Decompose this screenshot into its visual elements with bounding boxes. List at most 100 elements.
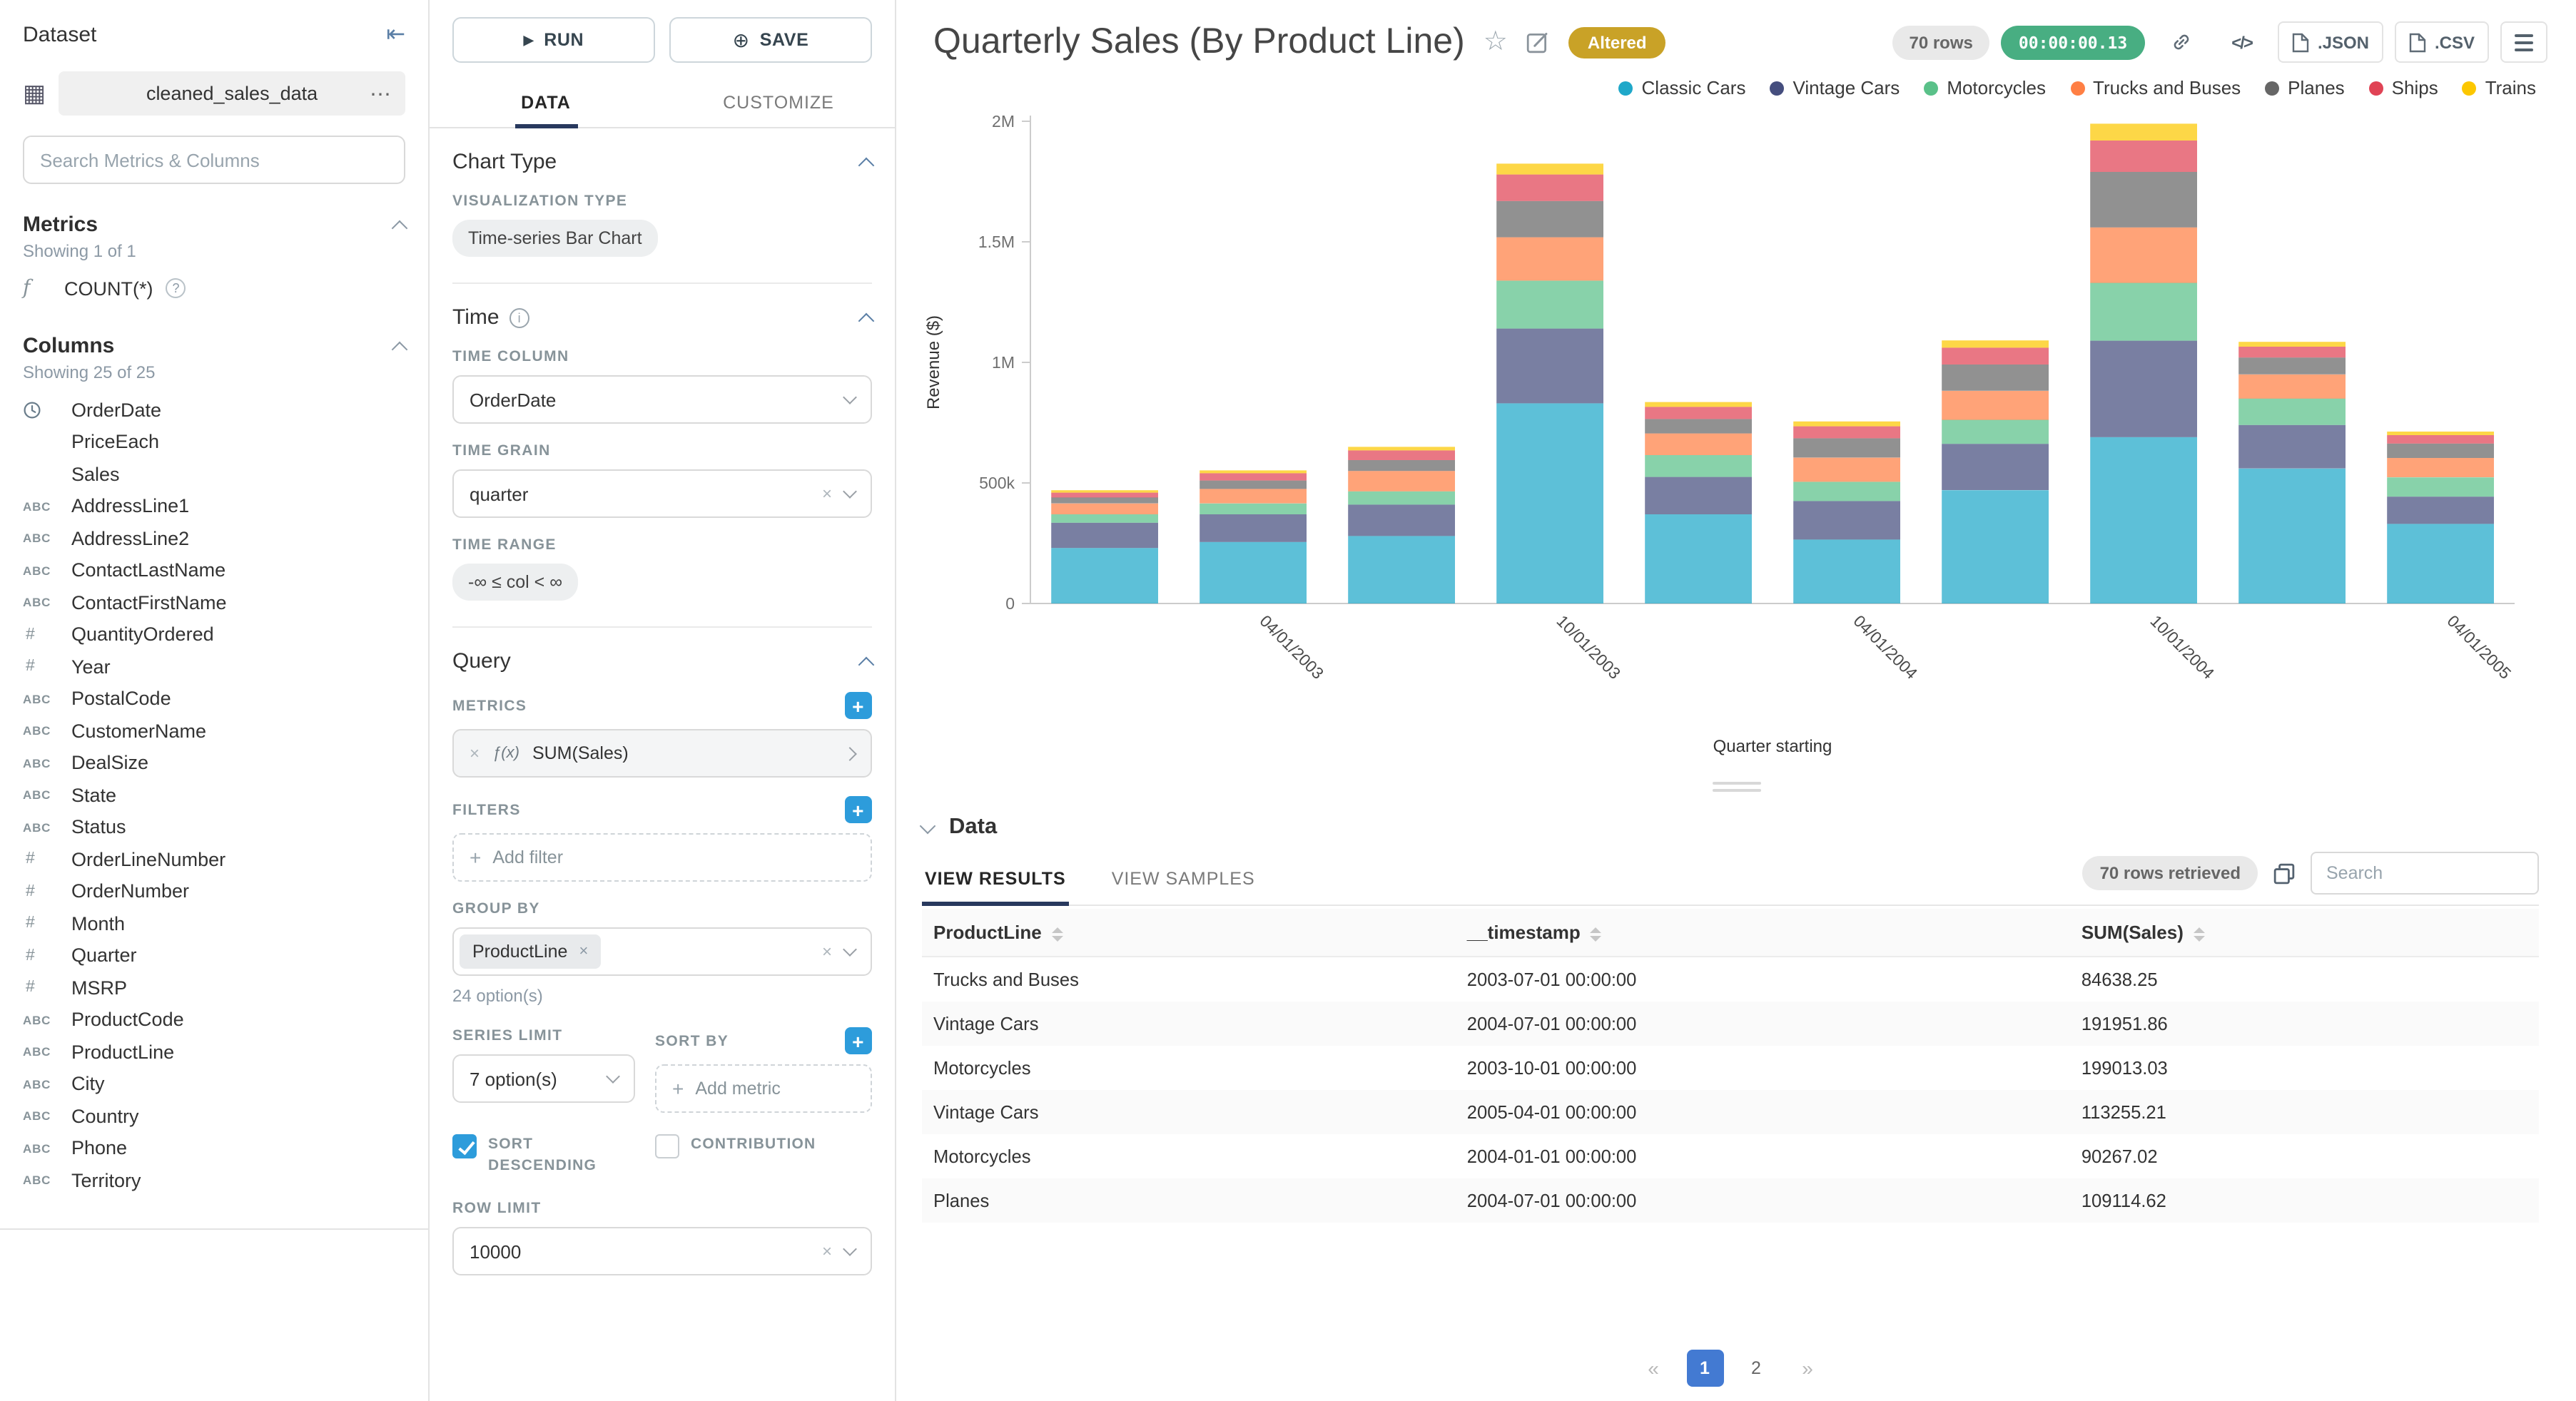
column-item[interactable]: ABC Territory bbox=[23, 1164, 405, 1196]
chevron-up-icon[interactable] bbox=[858, 156, 875, 173]
chevron-right-icon[interactable] bbox=[843, 746, 857, 760]
tab-data[interactable]: DATA bbox=[430, 77, 662, 127]
dataset-options-icon[interactable]: ⋯ bbox=[370, 82, 392, 106]
clear-icon[interactable]: × bbox=[821, 484, 832, 504]
prev-page-button[interactable]: « bbox=[1648, 1357, 1659, 1380]
remove-icon[interactable]: × bbox=[579, 943, 589, 960]
run-button[interactable]: ▶ RUN bbox=[452, 17, 655, 63]
column-item[interactable]: ABC City bbox=[23, 1068, 405, 1100]
legend-dot-icon bbox=[1618, 81, 1633, 95]
sort-icon[interactable] bbox=[2193, 927, 2205, 942]
column-item[interactable]: ABC Country bbox=[23, 1100, 405, 1132]
add-filter-button[interactable]: + bbox=[845, 796, 872, 823]
column-item[interactable]: ABC CustomerName bbox=[23, 715, 405, 747]
copy-results-button[interactable] bbox=[2273, 862, 2295, 884]
column-item[interactable]: ABC Phone bbox=[23, 1132, 405, 1164]
add-metric-button[interactable]: + bbox=[845, 692, 872, 719]
legend-item[interactable]: Classic Cars bbox=[1618, 77, 1745, 98]
column-item[interactable]: # Quarter bbox=[23, 939, 405, 972]
info-icon[interactable] bbox=[509, 307, 529, 327]
metric-item[interactable]: f COUNT(*) bbox=[23, 261, 405, 305]
column-item[interactable]: PriceEach bbox=[23, 426, 405, 458]
column-item[interactable]: ABC State bbox=[23, 779, 405, 811]
column-item[interactable]: # Month bbox=[23, 907, 405, 939]
resize-handle[interactable] bbox=[896, 779, 2576, 798]
remove-icon[interactable]: × bbox=[470, 743, 480, 763]
column-item[interactable]: # OrderNumber bbox=[23, 875, 405, 907]
time-range-chip[interactable]: -∞ ≤ col < ∞ bbox=[452, 564, 579, 601]
embed-code-button[interactable]: </> bbox=[2217, 21, 2266, 63]
column-item[interactable]: ABC DealSize bbox=[23, 747, 405, 779]
time-column-select[interactable]: OrderDate bbox=[452, 375, 872, 424]
chevron-up-icon[interactable] bbox=[391, 219, 408, 236]
row-limit-select[interactable]: 10000 × bbox=[452, 1227, 872, 1276]
chart-menu-button[interactable] bbox=[2500, 21, 2547, 63]
column-item[interactable]: # Year bbox=[23, 651, 405, 683]
tab-customize[interactable]: CUSTOMIZE bbox=[723, 93, 834, 113]
table-column-header[interactable]: ProductLine bbox=[922, 909, 1456, 957]
column-item[interactable]: Sales bbox=[23, 458, 405, 490]
legend-item[interactable]: Planes bbox=[2265, 77, 2345, 98]
contribution-checkbox[interactable]: CONTRIBUTION bbox=[655, 1134, 872, 1158]
column-item[interactable]: # QuantityOrdered bbox=[23, 618, 405, 651]
page-button[interactable]: 1 bbox=[1686, 1350, 1723, 1387]
add-sort-metric-dropzone[interactable]: + Add metric bbox=[655, 1064, 872, 1113]
edit-properties-icon[interactable] bbox=[1526, 30, 1551, 54]
next-page-button[interactable]: » bbox=[1802, 1357, 1813, 1380]
table-column-header[interactable]: __timestamp bbox=[1455, 909, 2070, 957]
viz-type-chip[interactable]: Time-series Bar Chart bbox=[452, 220, 658, 257]
results-search-input[interactable] bbox=[2311, 852, 2539, 895]
column-item[interactable]: # MSRP bbox=[23, 972, 405, 1004]
table-column-header[interactable]: SUM(Sales) bbox=[2069, 909, 2539, 957]
chevron-down-icon[interactable] bbox=[919, 817, 936, 835]
help-icon[interactable] bbox=[166, 278, 186, 298]
search-metrics-columns-input[interactable] bbox=[23, 136, 405, 184]
export-csv-button[interactable]: .CSV bbox=[2394, 21, 2489, 63]
favorite-star-icon[interactable]: ☆ bbox=[1483, 27, 1508, 57]
pagination: « 1 2 » bbox=[922, 1333, 2539, 1401]
series-limit-select[interactable]: 7 option(s) bbox=[452, 1054, 635, 1103]
sort-icon[interactable] bbox=[1590, 927, 1602, 942]
column-item[interactable]: ABC ContactFirstName bbox=[23, 586, 405, 618]
save-button[interactable]: ⊕ SAVE bbox=[669, 17, 872, 63]
column-item[interactable]: ABC ContactLastName bbox=[23, 554, 405, 586]
column-item[interactable]: ABC Status bbox=[23, 811, 405, 843]
legend-item[interactable]: Trucks and Buses bbox=[2070, 77, 2241, 98]
column-item[interactable]: ABC ProductLine bbox=[23, 1036, 405, 1068]
column-item[interactable]: ABC PostalCode bbox=[23, 683, 405, 715]
dataset-name-chip[interactable]: cleaned_sales_data ⋯ bbox=[59, 71, 405, 116]
sort-icon[interactable] bbox=[1051, 927, 1063, 942]
sort-descending-checkbox[interactable]: SORT DESCENDING bbox=[452, 1134, 635, 1176]
chevron-up-icon[interactable] bbox=[391, 340, 408, 357]
chevron-up-icon[interactable] bbox=[858, 656, 875, 673]
time-grain-select[interactable]: quarter × bbox=[452, 469, 872, 518]
copy-link-button[interactable] bbox=[2156, 21, 2206, 63]
clear-icon[interactable]: × bbox=[821, 1241, 832, 1262]
legend-item[interactable]: Motorcycles bbox=[1924, 77, 2046, 98]
stacked-bar-chart[interactable]: 0 500k 1M 1.5M 2M 04/01/2003 10/01/2003 04/01/2… bbox=[913, 98, 2555, 772]
checkbox-unchecked-icon[interactable] bbox=[655, 1134, 679, 1158]
tab-view-results[interactable]: VIEW RESULTS bbox=[922, 855, 1069, 906]
clear-icon[interactable]: × bbox=[821, 942, 832, 962]
table-cell: 191951.86 bbox=[2081, 1013, 2168, 1034]
add-sort-metric-button[interactable]: + bbox=[845, 1027, 872, 1054]
legend-dot-icon bbox=[2368, 81, 2383, 95]
add-filter-dropzone[interactable]: + Add filter bbox=[452, 833, 872, 882]
checkbox-checked-icon[interactable] bbox=[452, 1134, 477, 1158]
collapse-panel-icon[interactable]: ⇤ bbox=[386, 23, 405, 47]
tab-view-samples[interactable]: VIEW SAMPLES bbox=[1111, 869, 1255, 889]
chevron-up-icon[interactable] bbox=[858, 312, 875, 329]
export-json-button[interactable]: .JSON bbox=[2277, 21, 2383, 63]
legend-item[interactable]: Ships bbox=[2368, 77, 2438, 98]
column-item[interactable]: # OrderLineNumber bbox=[23, 843, 405, 875]
column-item[interactable]: ABC ProductCode bbox=[23, 1004, 405, 1036]
legend-item[interactable]: Vintage Cars bbox=[1770, 77, 1900, 98]
group-by-tag[interactable]: ProductLine × bbox=[460, 934, 602, 969]
legend-item[interactable]: Trains bbox=[2462, 77, 2536, 98]
metric-chip[interactable]: × ƒ(x) SUM(Sales) bbox=[452, 729, 872, 778]
column-item[interactable]: OrderDate bbox=[23, 394, 405, 426]
column-item[interactable]: ABC AddressLine1 bbox=[23, 490, 405, 522]
group-by-select[interactable]: ProductLine × × bbox=[452, 927, 872, 976]
column-item[interactable]: ABC AddressLine2 bbox=[23, 522, 405, 554]
page-button[interactable]: 2 bbox=[1751, 1358, 1761, 1378]
